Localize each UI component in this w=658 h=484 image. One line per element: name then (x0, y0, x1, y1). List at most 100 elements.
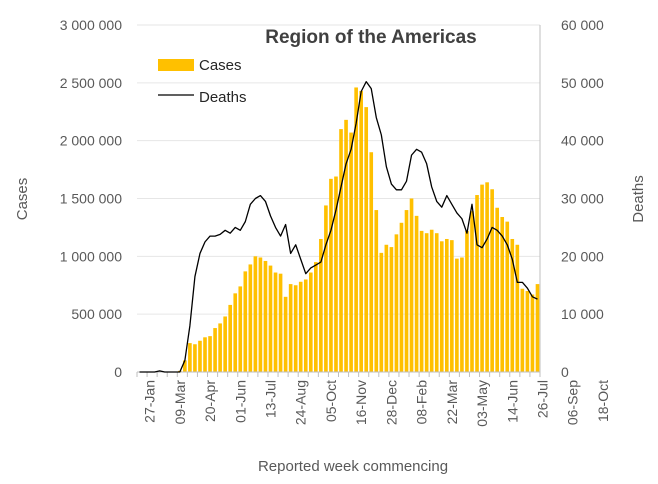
bar-cases (374, 210, 379, 372)
bar-cases (500, 217, 505, 372)
y-axis-left: 0 500 000 1 000 000 1 500 000 2 000 000 2 500… (60, 17, 123, 380)
y-tick-label-left: 2 500 000 (60, 75, 122, 91)
y-tick-label-right: 40 000 (561, 133, 604, 149)
bar-cases (495, 207, 499, 372)
bar-cases (530, 294, 535, 372)
x-tick-label: 13-Jul (262, 380, 278, 418)
bar-cases (278, 273, 283, 372)
x-tick-label: 28-Dec (383, 380, 399, 425)
bar-cases (344, 119, 348, 372)
y-axis-title-left: Cases (14, 178, 31, 221)
bar-cases (444, 238, 449, 372)
x-axis: 27-Jan 09-Mar 20-Apr 01-Jun 13-Jul 24-Aug 05-O… (136, 371, 611, 427)
bar-cases (308, 272, 313, 372)
chart-title: Region of the Americas (265, 27, 477, 48)
bar-cases (183, 360, 187, 372)
bar-cases (414, 215, 419, 372)
bar-cases (455, 258, 459, 372)
bar-cases (434, 233, 439, 372)
bar-cases (404, 210, 409, 372)
x-tick-label: 14-Jun (504, 380, 520, 423)
x-tick-label: 08-Feb (414, 380, 430, 425)
bar-cases (349, 132, 353, 372)
legend: Cases Deaths (158, 57, 247, 106)
bar-cases (485, 182, 489, 372)
bar-cases (439, 241, 444, 372)
bar-cases (218, 323, 222, 372)
x-tick-label: 01-Jun (232, 380, 248, 423)
x-tick-label: 22-Mar (444, 380, 460, 425)
y-tick-label-left: 2 000 000 (60, 133, 122, 149)
y-tick-label-left: 1 000 000 (60, 248, 122, 264)
y-axis-right: 0 10 000 20 000 30 000 40 000 50 000 60 000 (539, 17, 604, 380)
bar-cases (193, 344, 197, 372)
x-tick-label: 24-Aug (293, 380, 309, 425)
bar-cases (520, 288, 525, 372)
y-tick-label-left: 500 000 (71, 306, 122, 322)
bar-cases (384, 244, 389, 372)
bar-cases (379, 252, 384, 372)
bar-cases (268, 265, 273, 372)
bar-cases (510, 238, 515, 372)
bar-cases (228, 304, 233, 372)
bar-cases (258, 257, 263, 372)
bar-cases (450, 240, 454, 372)
bar-cases (399, 222, 404, 372)
bar-cases (243, 271, 248, 372)
x-tick-label: 26-Jul (535, 380, 551, 418)
y-tick-label-left: 0 (114, 364, 122, 380)
bar-cases (465, 230, 469, 372)
bar-cases (288, 284, 293, 372)
bar-cases (354, 87, 358, 373)
x-tick-label: 09-Mar (172, 380, 188, 425)
legend-swatch-cases (158, 59, 194, 71)
bar-cases (303, 279, 308, 372)
series-line-deaths (139, 81, 538, 373)
bar-cases (283, 296, 288, 372)
y-tick-label-right: 0 (561, 364, 569, 380)
bars-cases (178, 87, 540, 373)
bar-cases (429, 229, 434, 372)
y-tick-label-right: 30 000 (561, 191, 604, 207)
bar-cases (339, 129, 343, 372)
bar-cases (334, 176, 338, 372)
bar-cases (369, 152, 374, 372)
bar-cases (470, 211, 474, 372)
bar-cases (324, 205, 328, 372)
x-tick-label: 27-Jan (142, 380, 158, 423)
y-tick-label-right: 60 000 (561, 17, 604, 33)
y-axis-title-right: Deaths (630, 175, 647, 223)
y-tick-label-right: 20 000 (561, 248, 604, 264)
y-tick-label-right: 50 000 (561, 75, 604, 91)
bar-cases (329, 178, 333, 372)
y-tick-label-left: 1 500 000 (60, 191, 122, 207)
bar-cases (525, 291, 530, 372)
bar-cases (238, 286, 243, 372)
x-tick-label: 20-Apr (202, 380, 218, 422)
bar-cases (319, 238, 323, 372)
bar-cases (263, 260, 268, 372)
legend-label-cases: Cases (199, 57, 242, 74)
bar-cases (233, 293, 238, 372)
gridlines (137, 24, 540, 373)
line-deaths (139, 81, 538, 373)
x-tick-label: 18-Oct (595, 380, 611, 422)
bar-cases (505, 221, 510, 372)
bar-cases (359, 90, 363, 373)
bar-cases (364, 107, 369, 372)
bar-cases (314, 262, 318, 372)
bar-cases (480, 184, 484, 372)
bar-cases (460, 257, 464, 372)
bar-cases (273, 272, 278, 372)
x-axis-title: Reported week commencing (258, 458, 448, 475)
bar-cases (248, 264, 253, 372)
bar-cases (298, 281, 303, 372)
bar-cases (188, 343, 192, 372)
bar-cases (419, 230, 424, 372)
bar-cases (253, 256, 258, 372)
bar-cases (389, 247, 394, 372)
bar-cases (198, 340, 202, 372)
x-tick-label: 16-Nov (353, 380, 369, 425)
bar-cases (394, 234, 399, 372)
